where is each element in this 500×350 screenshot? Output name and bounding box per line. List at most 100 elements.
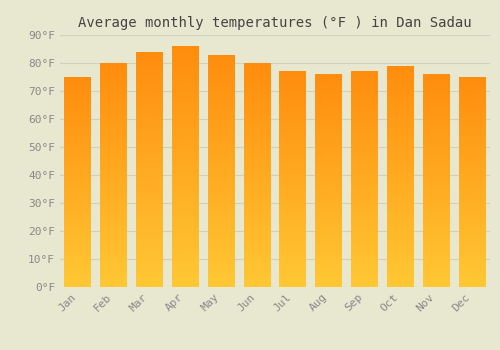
Bar bbox=[208, 209, 234, 211]
Bar bbox=[458, 172, 485, 174]
Bar bbox=[172, 206, 199, 209]
Bar bbox=[100, 77, 127, 80]
Bar bbox=[136, 193, 163, 196]
Bar bbox=[280, 265, 306, 268]
Bar bbox=[423, 151, 450, 154]
Bar bbox=[244, 237, 270, 239]
Bar bbox=[280, 112, 306, 114]
Bar bbox=[351, 179, 378, 182]
Bar bbox=[64, 190, 92, 193]
Bar bbox=[172, 46, 199, 49]
Bar bbox=[244, 63, 270, 66]
Bar bbox=[172, 100, 199, 103]
Bar bbox=[136, 264, 163, 266]
Bar bbox=[387, 281, 414, 284]
Bar bbox=[316, 207, 342, 210]
Bar bbox=[387, 232, 414, 235]
Bar bbox=[136, 228, 163, 231]
Bar bbox=[64, 284, 92, 287]
Bar bbox=[136, 184, 163, 187]
Bar bbox=[423, 229, 450, 231]
Bar bbox=[280, 166, 306, 168]
Bar bbox=[387, 96, 414, 99]
Bar bbox=[458, 127, 485, 130]
Bar bbox=[208, 211, 234, 214]
Bar bbox=[208, 86, 234, 90]
Bar bbox=[208, 177, 234, 180]
Bar bbox=[208, 188, 234, 191]
Bar bbox=[351, 131, 378, 133]
Bar bbox=[458, 143, 485, 145]
Bar bbox=[136, 272, 163, 275]
Bar bbox=[351, 265, 378, 268]
Bar bbox=[458, 182, 485, 184]
Bar bbox=[208, 119, 234, 121]
Bar bbox=[136, 99, 163, 102]
Bar bbox=[280, 211, 306, 214]
Bar bbox=[100, 253, 127, 256]
Bar bbox=[100, 192, 127, 195]
Bar bbox=[316, 167, 342, 170]
Bar bbox=[64, 98, 92, 100]
Bar bbox=[458, 224, 485, 227]
Bar bbox=[64, 124, 92, 127]
Bar bbox=[208, 148, 234, 150]
Bar bbox=[136, 260, 163, 264]
Bar bbox=[316, 212, 342, 215]
Bar bbox=[423, 82, 450, 85]
Bar bbox=[458, 198, 485, 200]
Bar bbox=[172, 88, 199, 91]
Bar bbox=[136, 122, 163, 125]
Bar bbox=[280, 77, 306, 79]
Bar bbox=[208, 168, 234, 171]
Bar bbox=[244, 267, 270, 270]
Bar bbox=[172, 209, 199, 212]
Bar bbox=[423, 157, 450, 159]
Bar bbox=[423, 279, 450, 282]
Bar bbox=[64, 148, 92, 150]
Bar bbox=[100, 66, 127, 69]
Bar bbox=[316, 234, 342, 237]
Bar bbox=[458, 263, 485, 266]
Bar bbox=[351, 206, 378, 209]
Bar bbox=[423, 111, 450, 114]
Bar bbox=[316, 149, 342, 151]
Bar bbox=[100, 161, 127, 164]
Bar bbox=[280, 274, 306, 276]
Bar bbox=[316, 271, 342, 274]
Bar bbox=[208, 197, 234, 200]
Bar bbox=[172, 125, 199, 127]
Bar bbox=[244, 150, 270, 153]
Bar bbox=[280, 184, 306, 187]
Bar bbox=[136, 119, 163, 122]
Bar bbox=[208, 107, 234, 110]
Bar bbox=[458, 227, 485, 229]
Bar bbox=[172, 110, 199, 112]
Bar bbox=[100, 113, 127, 116]
Bar bbox=[136, 149, 163, 152]
Bar bbox=[244, 195, 270, 197]
Bar bbox=[136, 266, 163, 270]
Bar bbox=[423, 218, 450, 220]
Bar bbox=[100, 237, 127, 239]
Bar bbox=[100, 127, 127, 130]
Bar bbox=[100, 211, 127, 214]
Bar bbox=[100, 206, 127, 209]
Bar bbox=[244, 214, 270, 217]
Bar bbox=[244, 122, 270, 125]
Bar bbox=[316, 159, 342, 162]
Bar bbox=[423, 117, 450, 119]
Bar bbox=[208, 139, 234, 142]
Bar bbox=[64, 82, 92, 85]
Bar bbox=[64, 216, 92, 219]
Bar bbox=[172, 251, 199, 254]
Bar bbox=[423, 252, 450, 255]
Bar bbox=[100, 231, 127, 234]
Bar bbox=[458, 214, 485, 216]
Bar bbox=[458, 200, 485, 203]
Bar bbox=[423, 239, 450, 242]
Bar bbox=[316, 117, 342, 119]
Bar bbox=[64, 253, 92, 256]
Bar bbox=[172, 64, 199, 67]
Bar bbox=[351, 117, 378, 120]
